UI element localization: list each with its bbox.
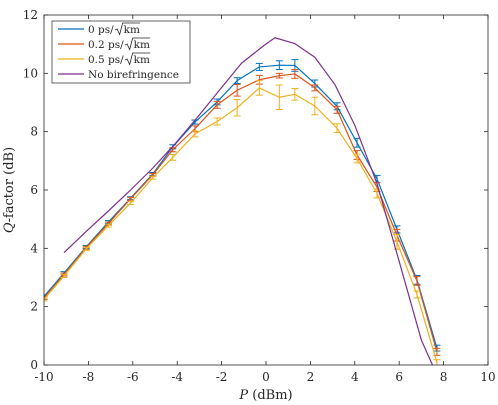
errorbar-2-7: [191, 130, 199, 138]
ticks-layer: -10 -8 -6 -4 -2 0 2 4 6 8 10 0 2 4 6 8 10 12: [23, 8, 496, 384]
legend-entry-1: 0.2 ps/: [58, 39, 124, 51]
errorbar-2-1: [60, 274, 68, 278]
series-line-0: [44, 64, 438, 349]
errorbar-0-10: [255, 62, 263, 71]
errorbar-1-8: [213, 100, 221, 109]
y-axis-label-var: Q: [2, 222, 17, 233]
errorbar-2-3: [104, 223, 112, 228]
x-tick-label-1: -8: [83, 370, 95, 384]
legend-sqrt-unit-0: km: [124, 24, 140, 36]
legend-label-2: 0.5 ps/: [88, 54, 124, 66]
errorbar-1-14: [333, 105, 341, 114]
legend-label-0-prefix: 0 ps/: [88, 24, 114, 36]
series-2: [44, 80, 441, 365]
errorbar-2-18: [413, 290, 421, 299]
errorbar-2-14: [333, 123, 341, 134]
errorbar-2-15: [353, 153, 361, 164]
errorbar-2-5: [149, 175, 157, 180]
x-tick-label-4: -2: [216, 370, 228, 384]
errorbar-2-10: [255, 80, 263, 96]
legend: 0 ps/ 0.2 ps/ 0.5 ps/ No birefringence k…: [51, 20, 191, 84]
legend-sqrt-2: km: [124, 52, 151, 66]
errorbar-2-8: [213, 117, 221, 126]
errorbar-2-2: [82, 246, 90, 251]
legend-sqrt-radical-2: [124, 52, 151, 66]
series-line-1: [44, 73, 438, 353]
y-axis-label: Q-factor (dB): [2, 147, 17, 233]
errorbar-1-18: [413, 276, 421, 286]
x-tick-label-10: 10: [480, 370, 495, 384]
x-axis-label-var: P: [238, 388, 248, 403]
x-tick-label-0: -10: [34, 370, 53, 384]
legend-label-1-prefix: 0.2 ps/: [88, 39, 124, 51]
series-layer: [44, 37, 441, 365]
y-tick-label-6: 12: [23, 8, 38, 22]
y-tick-label-2: 4: [30, 241, 38, 255]
x-tick-label-3: -4: [171, 370, 183, 384]
errorbar-1-11: [275, 72, 283, 79]
errorbar-2-13: [311, 96, 319, 116]
y-tick-label-3: 6: [30, 183, 38, 197]
legend-entry-3: No birefringence: [58, 69, 179, 81]
series-line-2: [44, 87, 438, 363]
legend-sqrt-unit-1: km: [134, 39, 150, 51]
errorbar-0-11: [275, 60, 283, 71]
x-tick-label-6: 2: [307, 370, 315, 384]
errorbar-1-13: [311, 84, 319, 92]
legend-label-2-prefix: 0.5 ps/: [88, 54, 124, 66]
x-tick-label-9: 8: [440, 370, 448, 384]
legend-label-3-prefix: No birefringence: [88, 69, 179, 81]
legend-label-1: 0.2 ps/: [88, 39, 124, 51]
errorbar-0-9: [233, 77, 241, 85]
errorbar-2-16: [373, 188, 381, 199]
errorbar-1-6: [169, 147, 177, 153]
series-3: [63, 37, 434, 365]
x-tick-label-8: 6: [395, 370, 403, 384]
errorbar-2-6: [169, 153, 177, 161]
legend-box: [51, 20, 191, 84]
legend-sqrt-layer: km km km: [114, 22, 151, 66]
legend-sqrt-unit-2: km: [134, 54, 150, 66]
y-axis-label-rest: -factor (dB): [2, 147, 17, 223]
y-tick-label-1: 2: [30, 300, 38, 314]
errorbar-2-4: [127, 201, 135, 206]
errorbar-1-12: [291, 69, 299, 79]
legend-sqrt-1: km: [124, 37, 151, 51]
legend-sqrt-radical-1: [124, 37, 151, 51]
y-tick-label-5: 10: [23, 66, 38, 80]
x-tick-label-7: 4: [351, 370, 359, 384]
y-tick-label-0: 0: [30, 358, 38, 372]
legend-sqrt-radical-0: [114, 22, 141, 36]
x-tick-label-2: -6: [127, 370, 139, 384]
errorbar-2-11: [275, 84, 283, 110]
errorbar-2-9: [233, 99, 241, 117]
x-axis-label-unit: (dBm): [252, 388, 292, 403]
legend-label-0: 0 ps/: [88, 24, 114, 36]
y-tick-label-4: 8: [30, 125, 38, 139]
legend-entry-2: 0.5 ps/: [58, 54, 124, 66]
legend-sqrt-0: km: [114, 22, 141, 36]
errorbar-1-9: [233, 83, 241, 97]
errorbar-2-12: [291, 88, 299, 101]
legend-entry-0: 0 ps/: [58, 24, 114, 36]
series-line-3: [63, 37, 434, 365]
x-axis-label: P (dBm): [238, 388, 292, 403]
x-tick-label-5: 0: [262, 370, 270, 384]
legend-label-3: No birefringence: [88, 69, 179, 81]
errorbar-2-0: [44, 297, 48, 302]
errorbar-2-17: [393, 234, 401, 250]
